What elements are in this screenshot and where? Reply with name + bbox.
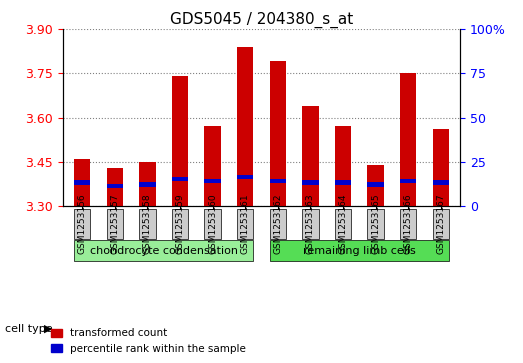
Text: GSM1253162: GSM1253162 (274, 194, 282, 254)
Title: GDS5045 / 204380_s_at: GDS5045 / 204380_s_at (170, 12, 353, 28)
Text: GSM1253164: GSM1253164 (338, 194, 347, 254)
Text: GSM1253163: GSM1253163 (306, 194, 315, 254)
Bar (335, 126, 351, 206)
Bar (302, 180, 319, 185)
FancyBboxPatch shape (107, 209, 123, 239)
Bar (172, 76, 188, 206)
FancyBboxPatch shape (74, 209, 90, 239)
Bar (139, 182, 156, 187)
Bar (302, 106, 319, 206)
Text: GSM1253158: GSM1253158 (143, 194, 152, 254)
FancyBboxPatch shape (270, 240, 449, 261)
Bar (237, 47, 253, 206)
Text: GSM1253156: GSM1253156 (78, 194, 87, 254)
Text: ▶: ▶ (44, 323, 53, 334)
Bar (433, 129, 449, 206)
Bar (270, 179, 286, 183)
Legend: transformed count, percentile rank within the sample: transformed count, percentile rank withi… (47, 324, 250, 358)
Bar (204, 179, 221, 183)
Bar (400, 179, 416, 183)
Text: GSM1253160: GSM1253160 (208, 194, 217, 254)
Bar (172, 177, 188, 181)
FancyBboxPatch shape (270, 209, 286, 239)
FancyBboxPatch shape (335, 209, 351, 239)
FancyBboxPatch shape (74, 240, 253, 261)
Bar (270, 61, 286, 206)
FancyBboxPatch shape (302, 209, 319, 239)
Text: GSM1253166: GSM1253166 (404, 194, 413, 254)
Bar (204, 126, 221, 206)
Bar (139, 162, 156, 206)
Text: GSM1253157: GSM1253157 (110, 194, 119, 254)
FancyBboxPatch shape (400, 209, 416, 239)
FancyBboxPatch shape (367, 209, 384, 239)
Bar (74, 159, 90, 206)
FancyBboxPatch shape (433, 209, 449, 239)
FancyBboxPatch shape (204, 209, 221, 239)
FancyBboxPatch shape (172, 209, 188, 239)
Bar (400, 73, 416, 206)
Bar (74, 180, 90, 185)
Bar (335, 180, 351, 185)
FancyBboxPatch shape (237, 209, 253, 239)
Text: GSM1253161: GSM1253161 (241, 194, 249, 254)
Text: chondrocyte condensation: chondrocyte condensation (90, 246, 238, 256)
Text: remaining limb cells: remaining limb cells (303, 246, 416, 256)
Bar (367, 165, 384, 206)
Text: cell type: cell type (5, 323, 53, 334)
Text: GSM1253159: GSM1253159 (176, 194, 185, 254)
Text: GSM1253167: GSM1253167 (436, 194, 445, 254)
Bar (107, 184, 123, 188)
Bar (107, 168, 123, 206)
Text: GSM1253165: GSM1253165 (371, 194, 380, 254)
Bar (433, 180, 449, 185)
Bar (237, 175, 253, 179)
Bar (367, 182, 384, 187)
FancyBboxPatch shape (139, 209, 156, 239)
